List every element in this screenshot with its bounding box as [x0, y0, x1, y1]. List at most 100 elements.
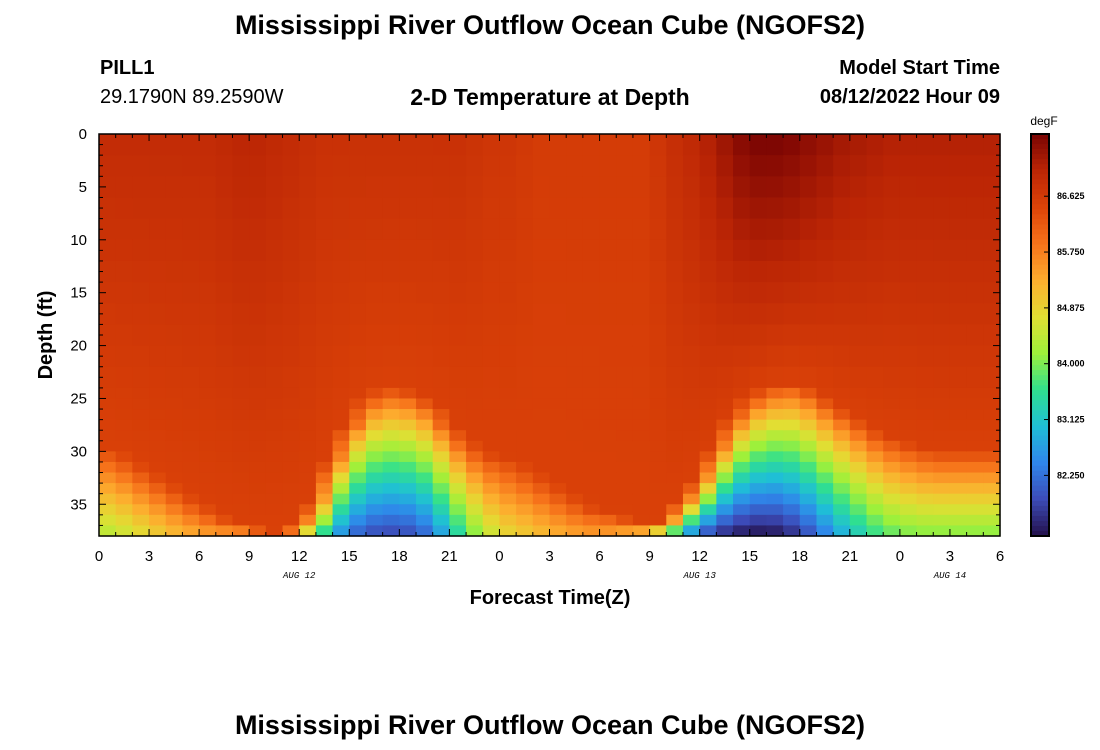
- heatmap-cell: [766, 493, 784, 505]
- heatmap-cell: [933, 398, 951, 410]
- heatmap-cell: [499, 493, 517, 505]
- heatmap-cell: [716, 461, 734, 474]
- heatmap-cell: [632, 176, 651, 199]
- heatmap-cell: [866, 260, 884, 283]
- heatmap-cell: [516, 197, 534, 220]
- heatmap-cell: [432, 440, 450, 452]
- heatmap-cell: [449, 155, 467, 177]
- heatmap-cell: [849, 239, 868, 262]
- heatmap-cell: [666, 176, 684, 199]
- heatmap-cell: [766, 134, 784, 156]
- heatmap-cell: [783, 398, 801, 410]
- heatmap-cell: [432, 303, 450, 326]
- heatmap-cell: [916, 430, 934, 442]
- heatmap-cell: [833, 483, 851, 495]
- heatmap-cell: [215, 451, 234, 463]
- heatmap-cell: [632, 514, 651, 527]
- x-tick-label: 18: [391, 548, 408, 565]
- colorbar-segment: [1031, 149, 1049, 155]
- heatmap-cell: [666, 504, 684, 516]
- heatmap-cell: [532, 461, 551, 474]
- heatmap-cell: [582, 461, 601, 474]
- heatmap-cell: [716, 451, 734, 463]
- heatmap-cell: [966, 483, 984, 495]
- heatmap-cell: [282, 472, 300, 484]
- heatmap-cell: [182, 409, 200, 421]
- heatmap-cell: [566, 430, 584, 442]
- heatmap-cell: [115, 440, 133, 452]
- heatmap-cell: [699, 483, 717, 495]
- heatmap-cell: [566, 366, 584, 389]
- heatmap-cell: [199, 451, 217, 463]
- heatmap-cell: [733, 430, 751, 442]
- heatmap-cell: [399, 134, 417, 156]
- heatmap-cell: [332, 134, 350, 156]
- heatmap-cell: [432, 483, 450, 495]
- heatmap-cell: [349, 282, 367, 304]
- heatmap-cell: [182, 461, 200, 474]
- heatmap-cell: [315, 472, 334, 484]
- heatmap-cell: [149, 440, 167, 452]
- heatmap-cell: [232, 345, 250, 368]
- heatmap-cell: [566, 197, 584, 220]
- heatmap-cell: [632, 525, 651, 537]
- heatmap-cell: [149, 409, 167, 421]
- heatmap-cell: [649, 409, 667, 421]
- heatmap-cell: [499, 440, 517, 452]
- heatmap-cell: [249, 345, 267, 368]
- heatmap-cell: [966, 324, 984, 347]
- heatmap-cell: [382, 440, 400, 452]
- heatmap-cell: [416, 430, 434, 442]
- heatmap-cell: [449, 514, 467, 527]
- heatmap-cell: [632, 282, 651, 304]
- heatmap-cell: [532, 409, 551, 421]
- y-tick-label: 15: [70, 285, 87, 302]
- heatmap-cell: [349, 472, 367, 484]
- heatmap-cell: [482, 525, 501, 537]
- heatmap-cell: [783, 451, 801, 463]
- heatmap-cell: [883, 303, 901, 326]
- heatmap-cell: [799, 398, 818, 410]
- heatmap-cell: [733, 176, 751, 199]
- heatmap-cell: [883, 398, 901, 410]
- heatmap-cell: [349, 366, 367, 389]
- heatmap-cell: [349, 504, 367, 516]
- heatmap-cell: [165, 387, 184, 400]
- heatmap-cell: [582, 155, 601, 177]
- colorbar-segment: [1031, 324, 1049, 331]
- heatmap-cell: [449, 176, 467, 199]
- heatmap-cell: [632, 451, 651, 463]
- colorbar-segment: [1031, 340, 1049, 346]
- heatmap-cell: [99, 324, 117, 347]
- heatmap-cell: [299, 282, 317, 304]
- heatmap-cell: [966, 197, 984, 220]
- heatmap-cell: [949, 282, 968, 304]
- colorbar-segment: [1031, 189, 1049, 195]
- plot-title: 2-D Temperature at Depth: [410, 84, 690, 110]
- heatmap-cell: [365, 176, 384, 199]
- heatmap-cell: [582, 514, 601, 527]
- heatmap-cell: [582, 218, 601, 241]
- heatmap-cell: [215, 324, 234, 347]
- heatmap-cell: [349, 260, 367, 283]
- heatmap-cell: [349, 461, 367, 474]
- heatmap-cell: [232, 483, 250, 495]
- heatmap-cell: [265, 324, 284, 347]
- heatmap-cell: [649, 472, 667, 484]
- heatmap-cell: [482, 409, 501, 421]
- heatmap-cell: [666, 430, 684, 442]
- heatmap-cell: [149, 483, 167, 495]
- heatmap-cell: [282, 440, 300, 452]
- heatmap-cell: [816, 504, 834, 516]
- heatmap-cell: [332, 155, 350, 177]
- heatmap-cell: [766, 440, 784, 452]
- x-tick-label: 6: [996, 548, 1004, 565]
- heatmap-cell: [232, 134, 250, 156]
- heatmap-cell: [849, 176, 868, 199]
- heatmap-cell: [883, 504, 901, 516]
- heatmap-cell: [899, 398, 918, 410]
- heatmap-cell: [115, 239, 133, 262]
- heatmap-cell: [666, 303, 684, 326]
- colorbar-segment: [1031, 204, 1049, 210]
- heatmap-cell: [949, 155, 968, 177]
